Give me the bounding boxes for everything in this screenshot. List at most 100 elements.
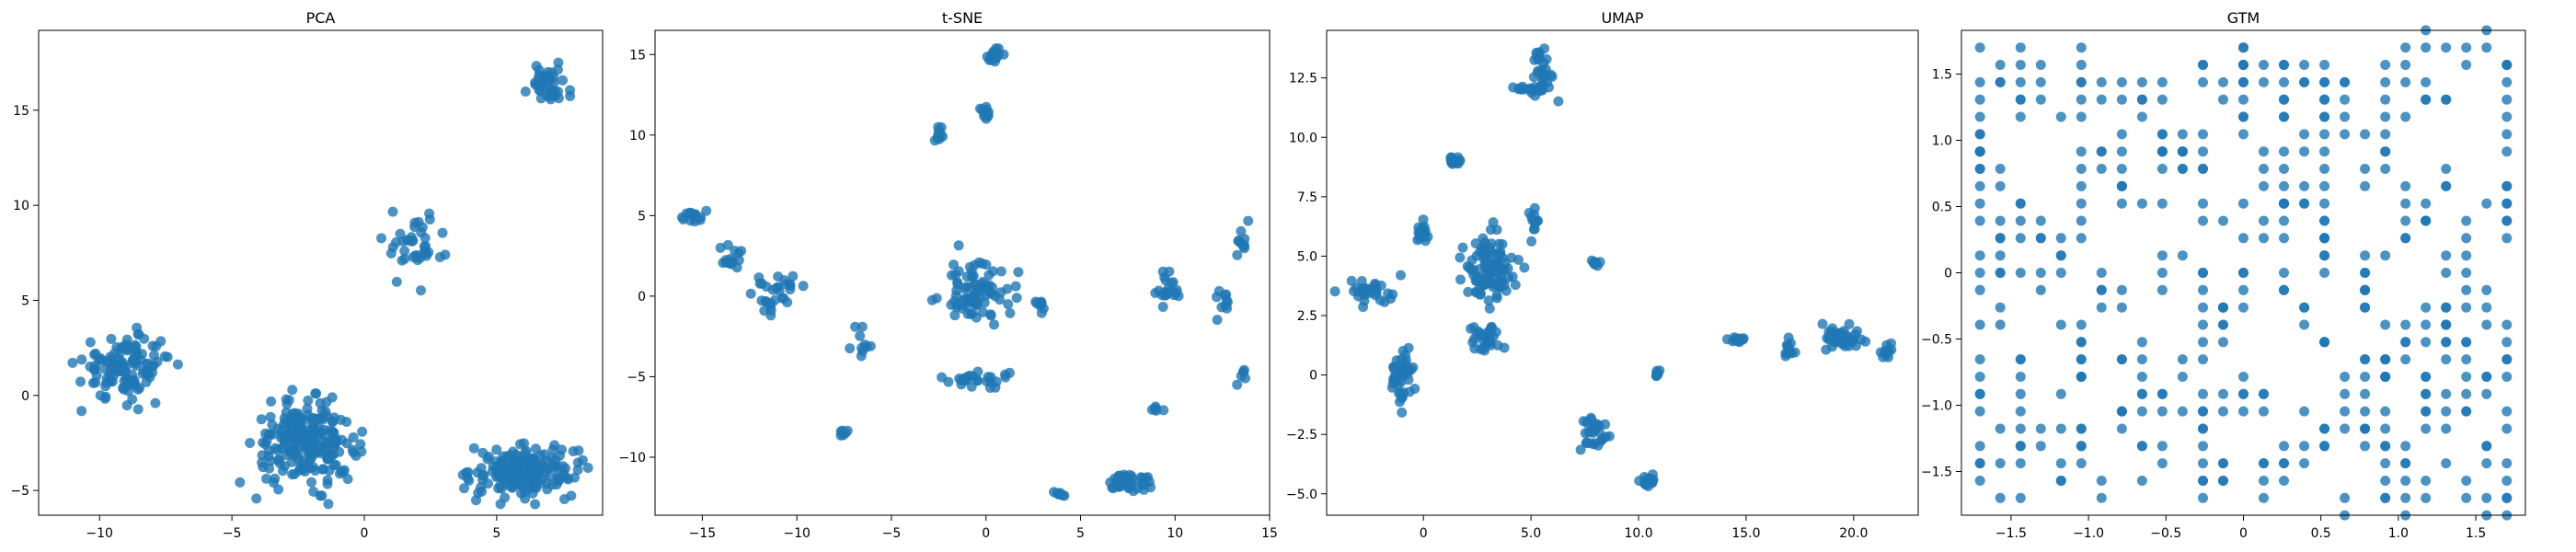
y-tick-label: 0: [638, 290, 646, 305]
scatter-point: [1455, 252, 1466, 263]
scatter-point: [2218, 337, 2228, 348]
scatter-point: [1974, 458, 1985, 469]
scatter-point: [969, 259, 980, 270]
scatter-point: [2279, 76, 2289, 87]
scatter-point: [2360, 268, 2371, 278]
scatter-point: [1995, 458, 2006, 469]
scatter-point: [2136, 337, 2147, 348]
scatter-point: [2501, 476, 2513, 486]
scatter-point: [2279, 268, 2289, 278]
scatter-point: [987, 266, 998, 277]
scatter-point: [261, 473, 271, 484]
scatter-point: [2380, 319, 2391, 330]
x-tick-label: 10.0: [1624, 526, 1652, 541]
scatter-point: [399, 246, 410, 257]
scatter-point: [127, 394, 138, 405]
scatter-point: [2198, 441, 2208, 452]
y-tick-label: 5: [638, 209, 646, 224]
scatter-point: [2076, 42, 2087, 53]
scatter-point: [1236, 225, 1247, 236]
scatter-point: [2380, 94, 2391, 105]
scatter-point: [2156, 458, 2168, 469]
scatter-point: [2501, 198, 2513, 209]
scatter-point: [1995, 250, 2006, 261]
scatter-point: [1123, 482, 1134, 493]
scatter-point: [316, 490, 328, 501]
scatter-point: [2198, 319, 2208, 330]
scatter-point: [2156, 146, 2168, 157]
scatter-point: [2238, 129, 2248, 140]
x-tick-label: −10: [86, 526, 113, 541]
scatter-point: [2380, 76, 2391, 87]
x-tick-label: 0: [982, 526, 990, 541]
scatter-point: [2319, 198, 2330, 209]
scatter-point: [2380, 146, 2391, 157]
scatter-point: [933, 130, 943, 141]
plot-frame: [38, 29, 604, 516]
scatter-point: [132, 404, 144, 415]
scatter-point: [2299, 198, 2310, 209]
scatter-point: [2340, 388, 2351, 399]
scatter-point: [2156, 198, 2168, 209]
scatter-point: [850, 321, 861, 332]
scatter-point: [1408, 362, 1419, 373]
scatter-point: [798, 281, 809, 292]
scatter-point: [289, 417, 300, 428]
scatter-point: [463, 466, 474, 477]
scatter-point: [302, 403, 313, 414]
scatter-point: [2116, 94, 2127, 105]
scatter-point: [2156, 129, 2168, 140]
chart-title: UMAP: [1601, 9, 1643, 27]
scatter-point: [2400, 42, 2411, 53]
scatter-point: [2299, 76, 2310, 87]
scatter-point: [1974, 388, 1985, 399]
scatter-point: [2481, 372, 2492, 382]
scatter-point: [2238, 268, 2248, 278]
scatter-point: [2360, 302, 2371, 313]
scatter-point: [2481, 388, 2492, 399]
scatter-point: [2501, 215, 2513, 226]
y-tick-label: 1.0: [1932, 134, 1952, 149]
scatter-point: [2238, 111, 2248, 122]
scatter-point: [2279, 94, 2289, 105]
scatter-point: [1974, 215, 1985, 226]
scatter-point: [290, 446, 301, 456]
scatter-point: [2279, 458, 2289, 469]
scatter-point: [2076, 94, 2087, 105]
scatter-point: [2421, 372, 2432, 382]
x-tick-label: −10: [783, 526, 811, 541]
scatter-point: [328, 412, 339, 423]
scatter-point: [2319, 337, 2330, 348]
scatter-point: [2076, 337, 2087, 348]
scatter-point: [2400, 458, 2411, 469]
scatter-point: [468, 443, 479, 454]
scatter-point: [1974, 146, 1985, 157]
scatter-point: [1132, 483, 1143, 494]
scatter-point: [2238, 94, 2248, 105]
scatter-point: [1575, 444, 1586, 455]
scatter-point: [2400, 492, 2411, 503]
scatter-point: [1492, 339, 1503, 351]
scatter-point: [730, 246, 741, 257]
scatter-point: [2015, 233, 2026, 244]
scatter-point: [2340, 76, 2351, 87]
scatter-point: [2156, 268, 2168, 278]
scatter-point: [857, 346, 868, 357]
scatter-point: [420, 233, 431, 244]
scatter-point: [2218, 76, 2228, 87]
scatter-point: [1141, 473, 1152, 484]
scatter-point: [722, 239, 733, 250]
scatter-point: [1852, 326, 1862, 337]
scatter-point: [2076, 146, 2087, 157]
x-tick-label: −5: [882, 526, 902, 541]
scatter-point: [549, 90, 560, 101]
scatter-point: [2156, 94, 2168, 105]
scatter-point: [2076, 60, 2087, 70]
scatter-point: [943, 376, 954, 387]
scatter-point: [720, 257, 731, 268]
scatter-point: [1827, 323, 1838, 334]
scatter-point: [116, 343, 127, 354]
scatter-point: [1221, 295, 1232, 305]
scatter-point: [756, 278, 767, 289]
scatter-point: [2299, 441, 2310, 452]
